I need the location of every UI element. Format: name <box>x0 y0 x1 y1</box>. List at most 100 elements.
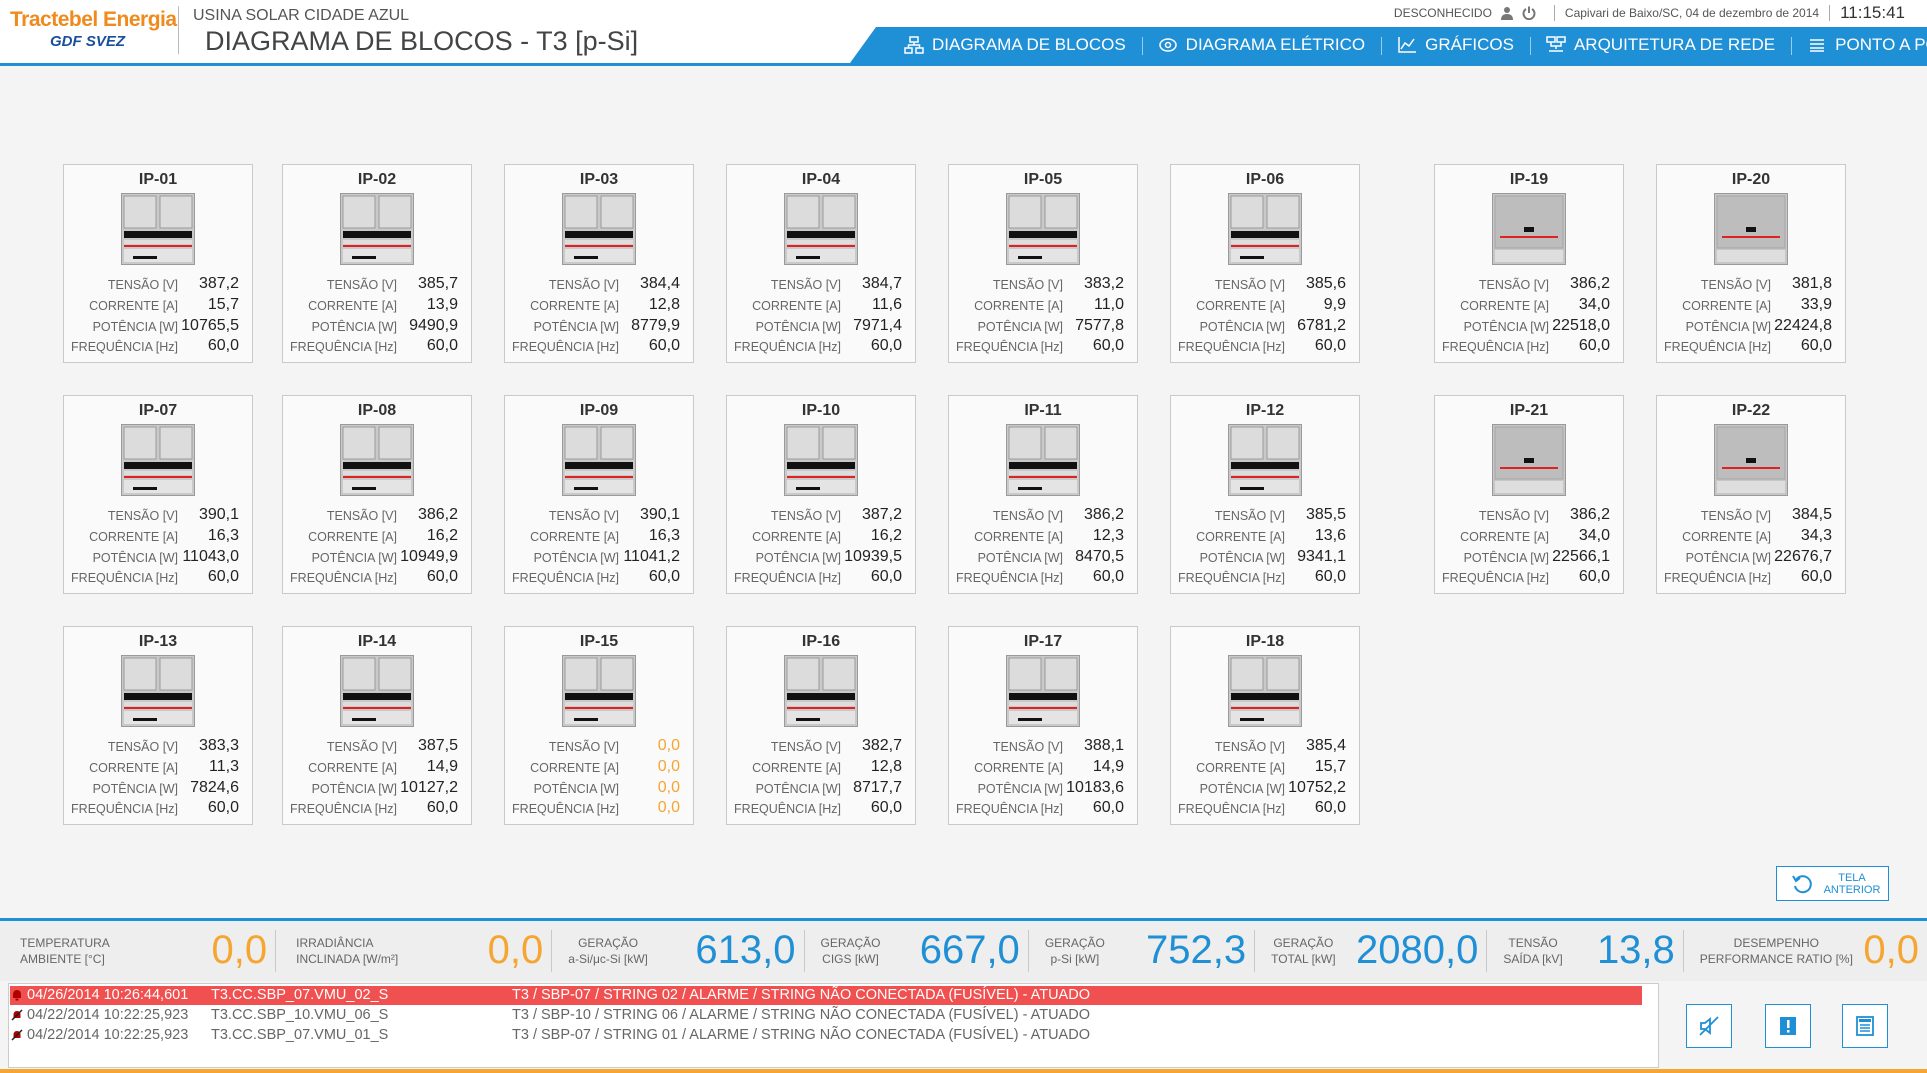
inverter-single-icon <box>1492 424 1566 496</box>
inverter-row-frequencia: FREQUÊNCIA [Hz] 60,0 <box>283 568 471 588</box>
alarm-acknowledged-icon <box>11 1029 23 1041</box>
inverter-title: IP-05 <box>1023 171 1063 188</box>
field-value: 60,0 <box>648 337 680 354</box>
nav-diagrama-de-blocos[interactable]: DIAGRAMA DE BLOCOS <box>904 35 1142 55</box>
field-value: 16,2 <box>426 527 458 544</box>
inverter-title: IP-10 <box>801 402 841 419</box>
nav-arquitetura-de-rede[interactable]: ARQUITETURA DE REDE <box>1529 35 1791 55</box>
inverter-card-ip-22[interactable]: IP-22 TENSÃO [V] 384,5 CORRENTE [A] 34,3 POTÊ… <box>1656 395 1846 594</box>
user-icon[interactable] <box>1500 6 1514 20</box>
inverter-card-ip-08[interactable]: IP-08 TENSÃO [V] 386,2 CORRENTE [A] 16,2 POTÊ… <box>282 395 472 594</box>
field-label: TENSÃO [V] <box>1700 278 1771 292</box>
inverter-card-ip-04[interactable]: IP-04 TENSÃO [V] 384,7 CORRENTE [A] 11,6 POTÊ… <box>726 164 916 363</box>
field-label: TENSÃO [V] <box>107 740 178 754</box>
nav-ponto-a-ponto[interactable]: PONTO A PONTO <box>1791 35 1927 55</box>
inverter-row-frequencia: FREQUÊNCIA [Hz] 60,0 <box>283 337 471 357</box>
inverter-row-frequencia: FREQUÊNCIA [Hz] 60,0 <box>949 337 1137 357</box>
inverter-card-ip-10[interactable]: IP-10 TENSÃO [V] 387,2 CORRENTE [A] 16,2 POTÊ… <box>726 395 916 594</box>
alarm-acknowledge-button[interactable] <box>1765 1004 1811 1048</box>
power-icon[interactable] <box>1522 6 1536 20</box>
nav-diagrama-eletrico[interactable]: DIAGRAMA ELÉTRICO <box>1141 35 1381 55</box>
inverter-card-ip-16[interactable]: IP-16 TENSÃO [V] 382,7 CORRENTE [A] 12,8 POTÊ… <box>726 626 916 825</box>
field-value: 22566,1 <box>1552 548 1610 565</box>
inverter-row-corrente: CORRENTE [A] 16,3 <box>505 527 693 547</box>
field-value: 7824,6 <box>190 779 239 796</box>
list-icon <box>1810 39 1825 52</box>
inverter-row-tensao: TENSÃO [V] 383,3 <box>64 737 252 757</box>
summary-metric-value: 613,0 <box>695 928 796 972</box>
inverter-cabinet-icon <box>1228 193 1302 265</box>
inverter-card-ip-21[interactable]: IP-21 TENSÃO [V] 386,2 CORRENTE [A] 34,0 POTÊ… <box>1434 395 1624 594</box>
inverter-card-ip-20[interactable]: IP-20 TENSÃO [V] 381,8 CORRENTE [A] 33,9 POTÊ… <box>1656 164 1846 363</box>
field-value: 60,0 <box>1314 337 1346 354</box>
field-label: TENSÃO [V] <box>1700 509 1771 523</box>
inverter-row-corrente: CORRENTE [A] 13,6 <box>1171 527 1359 547</box>
inverter-cabinet-icon <box>1006 193 1080 265</box>
nav-label: ARQUITETURA DE REDE <box>1573 35 1776 54</box>
inverter-card-ip-11[interactable]: IP-11 TENSÃO [V] 386,2 CORRENTE [A] 12,3 POTÊ… <box>948 395 1138 594</box>
summary-metric-value: 2080,0 <box>1356 928 1479 972</box>
inverter-card-ip-15[interactable]: IP-15 TENSÃO [V] 0,0 CORRENTE [A] 0,0 POTÊNCI… <box>504 626 694 825</box>
summary-metric-value: 0,0 <box>487 928 544 972</box>
inverter-card-ip-17[interactable]: IP-17 TENSÃO [V] 388,1 CORRENTE [A] 14,9 POTÊ… <box>948 626 1138 825</box>
inverter-card-ip-03[interactable]: IP-03 TENSÃO [V] 384,4 CORRENTE [A] 12,8 POTÊ… <box>504 164 694 363</box>
field-label: TENSÃO [V] <box>1214 740 1285 754</box>
inverter-row-potencia: POTÊNCIA [W] 6781,2 <box>1171 317 1359 337</box>
inverter-card-ip-05[interactable]: IP-05 TENSÃO [V] 383,2 CORRENTE [A] 11,0 POTÊ… <box>948 164 1138 363</box>
alarm-row[interactable]: 04/22/2014 10:22:25,923 T3.CC.SBP_10.VMU_… <box>10 1006 1642 1025</box>
inverter-card-ip-01[interactable]: IP-01 TENSÃO [V] 387,2 CORRENTE [A] 15,7 POTÊ… <box>63 164 253 363</box>
field-value: 60,0 <box>1578 568 1610 585</box>
inverter-single-icon <box>1492 193 1566 265</box>
inverter-row-corrente: CORRENTE [A] 12,8 <box>505 296 693 316</box>
field-value: 390,1 <box>639 506 680 523</box>
inverter-title: IP-22 <box>1731 402 1771 419</box>
inverter-card-ip-18[interactable]: IP-18 TENSÃO [V] 385,4 CORRENTE [A] 15,7 POTÊ… <box>1170 626 1360 825</box>
field-value: 60,0 <box>207 568 239 585</box>
field-label: CORRENTE [A] <box>530 530 619 544</box>
inverter-row-corrente: CORRENTE [A] 0,0 <box>505 758 693 778</box>
alarm-list-button[interactable] <box>1842 1004 1888 1048</box>
inverter-single-icon <box>1714 424 1788 496</box>
inverter-card-ip-06[interactable]: IP-06 TENSÃO [V] 385,6 CORRENTE [A] 9,9 POTÊN… <box>1170 164 1360 363</box>
field-label: TENSÃO [V] <box>770 278 841 292</box>
field-value: 386,2 <box>1569 275 1610 292</box>
field-value: 385,6 <box>1305 275 1346 292</box>
inverter-cabinet-icon <box>121 193 195 265</box>
field-label: FREQUÊNCIA [Hz] <box>512 802 619 816</box>
inverter-card-ip-12[interactable]: IP-12 TENSÃO [V] 385,5 CORRENTE [A] 13,6 POTÊ… <box>1170 395 1360 594</box>
field-value: 7971,4 <box>853 317 902 334</box>
alarm-row[interactable]: 04/26/2014 10:26:44,601 T3.CC.SBP_07.VMU_… <box>10 986 1642 1005</box>
alarm-row[interactable]: 04/22/2014 10:22:25,923 T3.CC.SBP_07.VMU_… <box>10 1026 1642 1045</box>
inverter-row-frequencia: FREQUÊNCIA [Hz] 60,0 <box>64 799 252 819</box>
inverter-card-ip-02[interactable]: IP-02 TENSÃO [V] 385,7 CORRENTE [A] 13,9 POTÊ… <box>282 164 472 363</box>
field-label: CORRENTE [A] <box>1460 530 1549 544</box>
inverter-row-frequencia: FREQUÊNCIA [Hz] 60,0 <box>1435 337 1623 357</box>
inverter-row-frequencia: FREQUÊNCIA [Hz] 60,0 <box>505 568 693 588</box>
field-label: POTÊNCIA [W] <box>1685 551 1771 565</box>
field-value: 11041,2 <box>623 548 680 565</box>
inverter-card-ip-09[interactable]: IP-09 TENSÃO [V] 390,1 CORRENTE [A] 16,3 POTÊ… <box>504 395 694 594</box>
field-label: TENSÃO [V] <box>1478 278 1549 292</box>
inverter-card-ip-19[interactable]: IP-19 TENSÃO [V] 386,2 CORRENTE [A] 34,0 POTÊ… <box>1434 164 1624 363</box>
logo-text-bottom: GDF SVEZ <box>50 33 126 50</box>
inverter-card-ip-07[interactable]: IP-07 TENSÃO [V] 390,1 CORRENTE [A] 16,3 POTÊ… <box>63 395 253 594</box>
back-button[interactable]: TELA ANTERIOR <box>1776 866 1889 901</box>
field-value: 387,2 <box>198 275 239 292</box>
mute-alarm-button[interactable] <box>1686 1004 1732 1048</box>
field-value: 60,0 <box>1800 568 1832 585</box>
field-label: FREQUÊNCIA [Hz] <box>512 340 619 354</box>
field-label: TENSÃO [V] <box>992 278 1063 292</box>
field-value: 385,4 <box>1305 737 1346 754</box>
field-label: TENSÃO [V] <box>770 509 841 523</box>
field-value: 14,9 <box>1092 758 1124 775</box>
inverter-row-potencia: POTÊNCIA [W] 10127,2 <box>283 779 471 799</box>
field-value: 10127,2 <box>400 779 458 796</box>
inverter-row-corrente: CORRENTE [A] 11,6 <box>727 296 915 316</box>
field-value: 60,0 <box>1092 568 1124 585</box>
field-label: POTÊNCIA [W] <box>533 320 619 334</box>
inverter-card-ip-14[interactable]: IP-14 TENSÃO [V] 387,5 CORRENTE [A] 14,9 POTÊ… <box>282 626 472 825</box>
alarm-description: T3 / SBP-07 / STRING 02 / ALARME / STRIN… <box>512 987 1090 1003</box>
inverter-card-ip-13[interactable]: IP-13 TENSÃO [V] 383,3 CORRENTE [A] 11,3 POTÊ… <box>63 626 253 825</box>
field-value: 60,0 <box>1578 337 1610 354</box>
nav-graficos[interactable]: GRÁFICOS <box>1381 35 1530 55</box>
